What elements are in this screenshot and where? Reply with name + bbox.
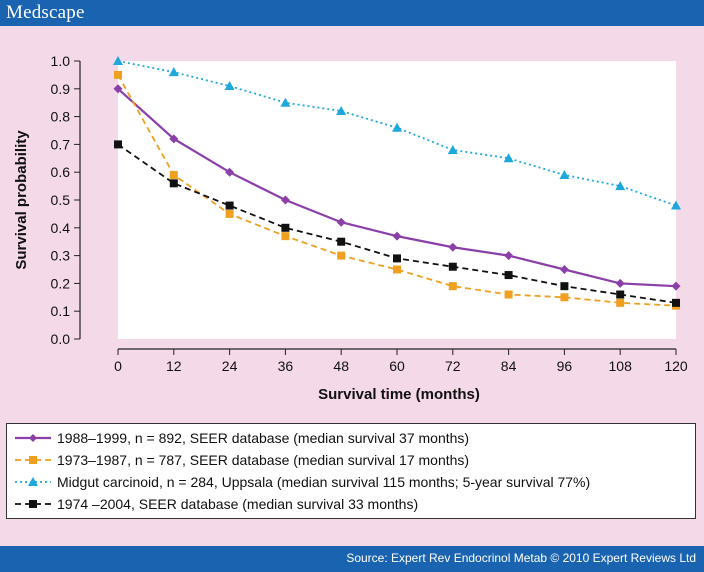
x-tick-label: 24 [222,358,238,374]
y-tick-label: 0.2 [51,275,71,291]
legend-swatch-marker [29,434,37,442]
data-point [337,237,346,246]
y-tick-label: 0.7 [51,136,71,152]
data-point [337,251,346,260]
legend-label: 1973–1987, n = 787, SEER database (media… [57,452,470,468]
x-tick-label: 12 [166,358,182,374]
data-point [393,265,401,274]
data-point [225,167,235,177]
data-point [559,169,570,179]
data-point [447,144,458,154]
legend-label: 1974 –2004, SEER database (median surviv… [57,496,419,512]
legend-item: Midgut carcinoid, n = 284, Uppsala (medi… [7,472,695,492]
legend-label: 1988–1999, n = 892, SEER database (media… [57,430,470,446]
y-tick-label: 0.9 [51,81,71,97]
legend-item: 1974 –2004, SEER database (median surviv… [7,494,695,514]
legend-swatch-marker [28,477,38,486]
data-point [392,122,402,132]
data-point [560,282,569,291]
data-point [392,231,402,241]
footer-bar: Source: Expert Rev Endocrinol Metab © 20… [0,546,704,572]
y-axis-label: Survival probability [13,130,30,270]
x-tick-label: 48 [333,358,349,374]
data-point [280,97,291,107]
series-line [117,60,677,207]
legend-label: Midgut carcinoid, n = 284, Uppsala (medi… [57,474,591,490]
data-point [169,170,178,179]
survival-chart: 0.0 0.1 0.2 0.3 0.4 0.5 0.6 0.7 0.8 0.9 1.0 0 12 24 36… [13,53,688,403]
data-point [559,265,569,274]
data-point [615,181,626,191]
x-tick-label: 72 [445,358,461,374]
data-point [615,278,625,288]
data-point [225,201,234,210]
x-tick-label: 108 [609,358,633,374]
data-point [336,217,346,227]
data-point [114,70,122,79]
x-tick-label: 36 [278,358,294,374]
data-point [281,232,290,241]
data-point [168,67,179,77]
data-point [169,134,179,144]
data-point [616,290,625,299]
data-point [113,84,123,94]
data-point [503,153,514,163]
y-tick-label: 0.8 [51,109,71,125]
header-bar: Medscape [0,0,704,26]
data-point [114,140,122,149]
y-tick-label: 0.6 [51,164,71,180]
data-point [224,81,235,91]
legend-swatch [15,456,51,464]
data-point [560,293,569,302]
legend-swatch [15,434,51,442]
data-point [113,56,123,65]
data-point [672,298,680,307]
data-point [504,290,513,299]
data-point [169,179,178,188]
series-2 [113,56,681,210]
legend-swatch-marker [29,500,37,508]
legend-swatch [15,500,51,508]
data-point [448,242,458,252]
legend-item: 1973–1987, n = 787, SEER database (media… [7,450,695,470]
x-axis-label: Survival time (months) [318,386,480,403]
data-point [504,251,514,261]
x-tick-label: 0 [114,358,122,374]
x-tick-label: 120 [664,358,688,374]
data-point [280,195,290,205]
y-tick-label: 0.5 [51,192,71,208]
data-point [225,209,234,218]
data-point [393,254,401,263]
y-tick-label: 0.0 [51,331,71,347]
data-point [671,281,681,291]
data-point [504,271,513,280]
chart-legend: 1988–1999, n = 892, SEER database (media… [6,423,696,519]
data-point [336,106,347,116]
series-3 [114,140,680,307]
data-point [671,200,681,210]
y-tick-label: 0.3 [51,248,71,264]
brand-logo[interactable]: Medscape [6,2,85,23]
source-credit: Source: Expert Rev Endocrinol Metab © 20… [346,551,696,565]
legend-swatch-marker [29,456,37,464]
y-tick-label: 1.0 [51,53,71,69]
data-point [281,223,290,232]
x-tick-label: 60 [389,358,405,374]
legend-swatch [15,477,51,486]
data-point [448,282,457,291]
plot-area [118,61,676,339]
x-tick-label: 84 [501,358,517,374]
y-tick-label: 0.1 [51,303,71,319]
data-point [616,298,625,307]
y-tick-label: 0.4 [51,220,71,236]
data-point [448,262,457,271]
series-0 [113,84,681,291]
x-tick-label: 96 [557,358,573,374]
legend-item: 1988–1999, n = 892, SEER database (media… [7,428,695,448]
